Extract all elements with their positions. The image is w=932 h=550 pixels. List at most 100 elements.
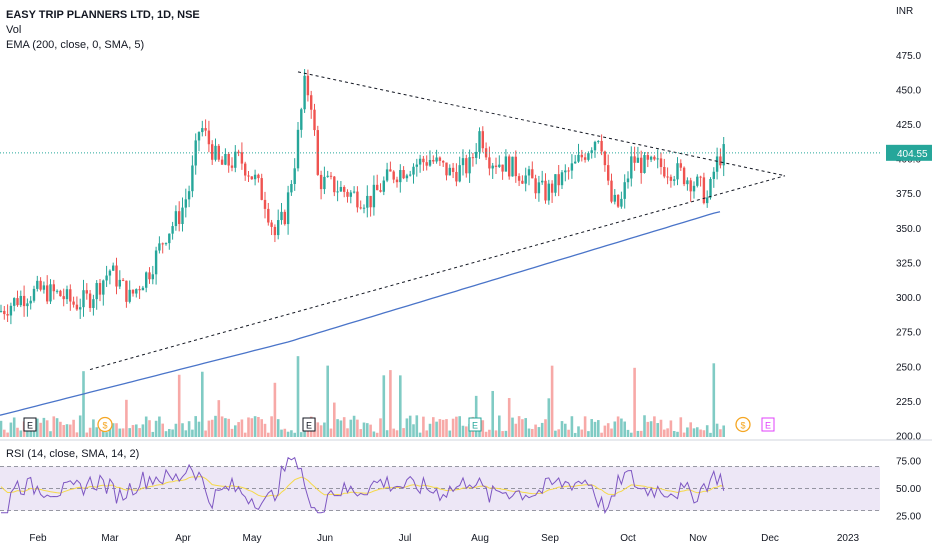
earnings-marker[interactable]: E	[302, 417, 316, 432]
volume-bar	[316, 422, 320, 437]
volume-bar	[385, 430, 389, 437]
x-tick-label: Dec	[761, 533, 779, 544]
x-tick-label: Mar	[101, 533, 119, 544]
candle	[313, 109, 316, 131]
candle	[224, 153, 227, 165]
candle	[583, 157, 587, 160]
volume-bar	[587, 431, 590, 437]
volume-bar	[540, 422, 544, 437]
volume-bar	[177, 374, 181, 437]
volume-bar	[234, 425, 237, 437]
candle	[425, 162, 428, 166]
candle	[102, 280, 105, 295]
candle	[79, 307, 82, 310]
candle	[656, 158, 659, 160]
dividend-marker[interactable]: $	[735, 416, 751, 433]
candle	[65, 289, 69, 300]
candle	[458, 165, 461, 182]
candle	[478, 131, 481, 152]
volume-bar	[583, 416, 587, 437]
rsi-tick-label: 25.00	[896, 512, 921, 523]
rsi-line	[1, 456, 725, 515]
rsi-ma-line	[0, 476, 724, 498]
volume-bar	[425, 430, 428, 437]
candle	[46, 285, 49, 302]
volume-bar	[72, 419, 75, 437]
candle	[201, 128, 204, 133]
volume-bar	[415, 415, 419, 437]
volume-bar	[280, 429, 283, 437]
volume-bar	[339, 420, 343, 437]
y-tick-label: 300.0	[896, 293, 921, 304]
volume-bar	[270, 416, 273, 437]
volume-bar	[603, 425, 607, 437]
volume-bar	[524, 418, 527, 437]
earnings-box	[761, 417, 775, 432]
earnings-marker[interactable]: E	[468, 417, 482, 432]
volume-bar	[240, 419, 244, 437]
earnings-marker[interactable]: E	[23, 417, 37, 432]
volume-bar	[616, 416, 620, 437]
candle	[290, 184, 293, 193]
candle	[9, 305, 13, 316]
volume-bar	[527, 428, 531, 437]
volume-bar	[230, 428, 234, 437]
volume-bar	[379, 418, 382, 437]
volume-bar	[560, 421, 564, 437]
candle	[445, 162, 448, 176]
volume-bar	[577, 426, 580, 437]
volume-bar	[85, 432, 89, 437]
volume-bar	[125, 399, 128, 437]
candle	[240, 152, 244, 164]
candle	[326, 175, 329, 177]
candle	[570, 163, 574, 171]
candle	[343, 186, 346, 192]
volume-bar	[92, 419, 95, 437]
dividend-marker[interactable]: $	[97, 416, 113, 433]
candle	[158, 243, 161, 251]
candle	[211, 144, 214, 160]
candle	[277, 220, 280, 236]
volume-group	[0, 356, 725, 437]
dividend-circle	[735, 416, 751, 433]
x-axis: Feb Mar Apr May Jun Jul Aug Sep Oct Nov Dec 2023	[29, 533, 859, 544]
volume-bar	[686, 427, 689, 437]
x-tick-label: Aug	[471, 533, 489, 544]
candle	[521, 180, 524, 184]
volume-bar	[55, 418, 59, 437]
candle	[174, 211, 178, 227]
candle	[234, 151, 237, 168]
candle	[508, 156, 511, 177]
candle	[643, 155, 646, 173]
volume-bar	[395, 430, 399, 437]
candle	[567, 170, 570, 172]
candle	[319, 174, 323, 190]
candle	[105, 275, 108, 281]
candle	[230, 165, 234, 168]
candle	[600, 140, 603, 152]
candle	[217, 145, 220, 160]
candle	[402, 170, 405, 179]
candle	[613, 194, 616, 202]
volume-legend: Vol	[6, 24, 22, 36]
candle	[69, 289, 72, 302]
earnings-marker[interactable]: E	[761, 417, 775, 432]
volume-bar	[626, 429, 630, 437]
volume-bar	[451, 418, 455, 437]
volume-bar	[521, 419, 524, 437]
candle	[75, 304, 79, 310]
volume-bar	[620, 418, 623, 437]
volume-bar	[19, 430, 23, 437]
candle	[154, 250, 158, 275]
candle	[339, 186, 343, 192]
volume-bar	[220, 416, 224, 437]
candle	[640, 157, 643, 173]
price-tag-label: 404.55	[897, 149, 928, 160]
volume-bar	[514, 423, 518, 437]
volume-bar	[623, 421, 626, 437]
candle	[92, 299, 95, 308]
y-tick-label: 325.0	[896, 258, 921, 269]
candle	[42, 285, 46, 290]
volume-bar	[692, 428, 696, 437]
